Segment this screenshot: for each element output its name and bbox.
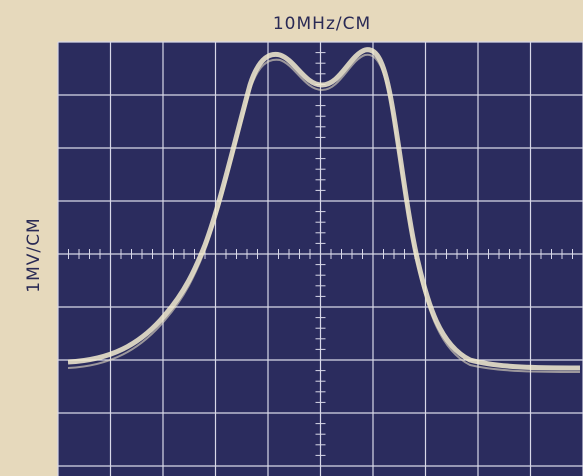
x-scale-label: 10MHz/CM bbox=[273, 14, 371, 34]
oscilloscope-photo: 10MHz/CM 1MV/CM bbox=[0, 0, 583, 476]
y-scale-label: 1MV/CM bbox=[24, 217, 44, 292]
page: {"screen": {"x_label": "10MHz/CM", "y_la… bbox=[0, 0, 583, 476]
